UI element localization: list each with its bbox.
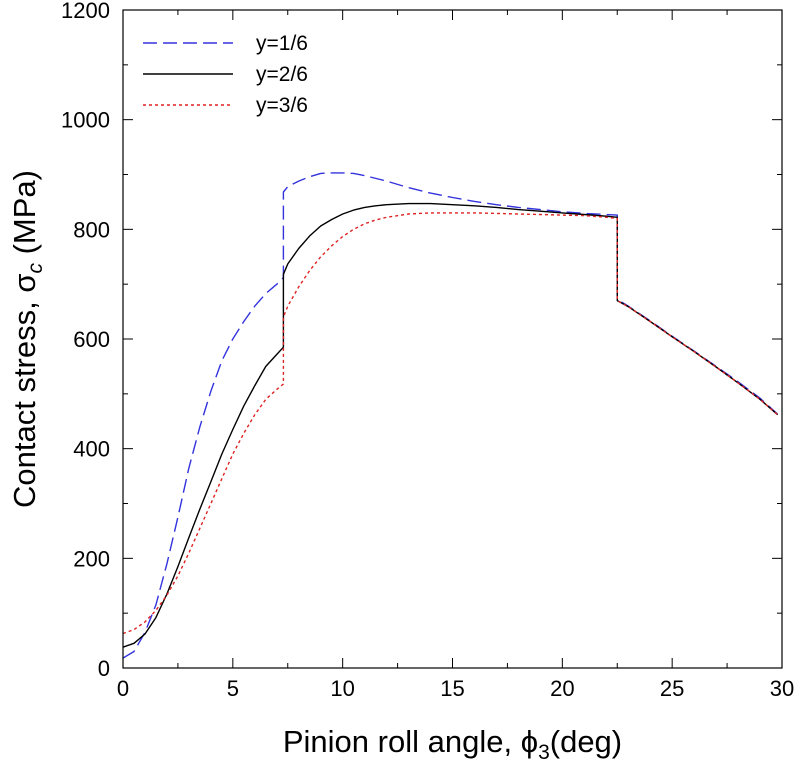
x-tick-label: 25 bbox=[660, 676, 684, 701]
x-tick-label: 0 bbox=[117, 676, 129, 701]
chart-marks bbox=[122, 172, 779, 659]
legend: y=1/6 y=2/6 y=3/6 bbox=[143, 32, 308, 117]
x-tick-label: 15 bbox=[440, 676, 464, 701]
x-axis-title-tail: (deg) bbox=[550, 724, 622, 759]
legend-label: y=2/6 bbox=[256, 63, 308, 86]
x-axis-title-symbol: ϕ bbox=[521, 724, 538, 759]
y-axis-title-main: Contact stress, bbox=[7, 293, 42, 508]
series-line-1 bbox=[122, 172, 779, 659]
series-line-2 bbox=[122, 202, 779, 648]
y-tick-label: 1000 bbox=[61, 108, 110, 133]
y-axis-title-sub: c bbox=[24, 263, 47, 274]
y-tick-label: 1200 bbox=[61, 0, 110, 23]
x-axis-title-sub: 3 bbox=[538, 741, 550, 764]
series-line-3 bbox=[122, 212, 779, 635]
y-axis-title-tail: (MPa) bbox=[7, 170, 42, 263]
axis-ticks bbox=[122, 9, 783, 669]
legend-label: y=1/6 bbox=[256, 32, 308, 55]
y-tick-label: 400 bbox=[73, 437, 110, 462]
x-axis-title-main: Pinion roll angle, bbox=[283, 724, 521, 759]
y-tick-label: 200 bbox=[73, 546, 110, 571]
x-tick-label: 20 bbox=[550, 676, 574, 701]
x-axis-title: Pinion roll angle, ϕ3(deg) bbox=[283, 724, 622, 764]
x-tick-label: 5 bbox=[227, 676, 239, 701]
x-tick-label: 10 bbox=[330, 676, 354, 701]
y-tick-label: 600 bbox=[73, 327, 110, 352]
tick-labels: 0 5 10 15 20 25 30 0 200 400 600 800 1000 1200 bbox=[61, 0, 794, 701]
y-axis-title-symbol: σ bbox=[7, 274, 42, 293]
x-tick-label: 30 bbox=[770, 676, 794, 701]
y-tick-label: 800 bbox=[73, 217, 110, 242]
plot-frame bbox=[122, 9, 783, 669]
y-tick-label: 0 bbox=[98, 656, 110, 681]
y-axis-title: Contact stress, σc (MPa) bbox=[7, 170, 47, 508]
legend-label: y=3/6 bbox=[256, 94, 308, 117]
